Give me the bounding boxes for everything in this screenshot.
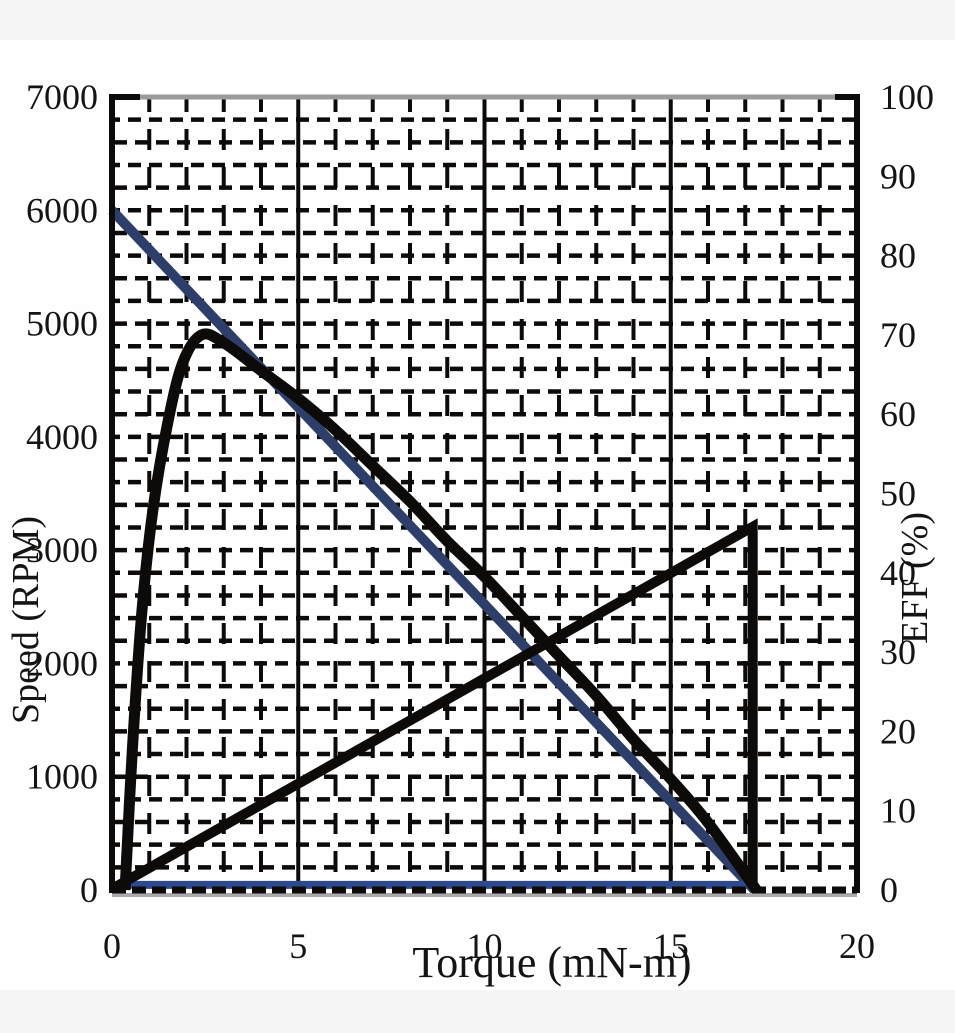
y-right-tick-label: 50 [880, 474, 916, 514]
x-tick-label: 0 [103, 926, 121, 966]
y-left-tick-label: 6000 [26, 190, 98, 230]
chart-panel [0, 40, 955, 990]
y-right-tick-label: 20 [880, 711, 916, 751]
y-left-tick-label: 5000 [26, 304, 98, 344]
y-left-axis-title: Speed (RPM) [5, 516, 47, 724]
y-right-tick-label: 0 [880, 870, 898, 910]
y-left-tick-label: 7000 [26, 77, 98, 117]
y-left-tick-label: 2000 [26, 643, 98, 683]
axis-tick-labels: 0 5 10 15 2001000200030004000500060007000010… [26, 77, 934, 966]
x-tick-label: 5 [289, 926, 307, 966]
y-right-tick-label: 10 [880, 791, 916, 831]
x-tick-label: 10 [467, 926, 503, 966]
speed-line [108, 206, 759, 894]
y-right-tick-label: 80 [880, 236, 916, 276]
x-axis-title: Torque (mN-m) [412, 938, 691, 987]
y-left-tick-label: 4000 [26, 417, 98, 457]
y-right-tick-label: 100 [880, 77, 934, 117]
y-left-tick-label: 1000 [26, 757, 98, 797]
y-left-tick-label: 3000 [26, 530, 98, 570]
y-right-tick-label: 90 [880, 156, 916, 196]
efficiency-curve [119, 328, 761, 894]
y-left-tick-label: 0 [80, 870, 98, 910]
grid [114, 99, 855, 888]
y-right-tick-label: 70 [880, 315, 916, 355]
x-tick-label: 15 [653, 926, 689, 966]
y-right-tick-label: 30 [880, 632, 916, 672]
data-series [108, 206, 761, 894]
x-tick-label: 20 [839, 926, 875, 966]
y-right-axis-title: EFF (%) [894, 512, 936, 644]
rising-line [113, 518, 758, 892]
y-right-tick-label: 60 [880, 394, 916, 434]
plot-frame [109, 94, 860, 897]
y-right-tick-label: 40 [880, 553, 916, 593]
